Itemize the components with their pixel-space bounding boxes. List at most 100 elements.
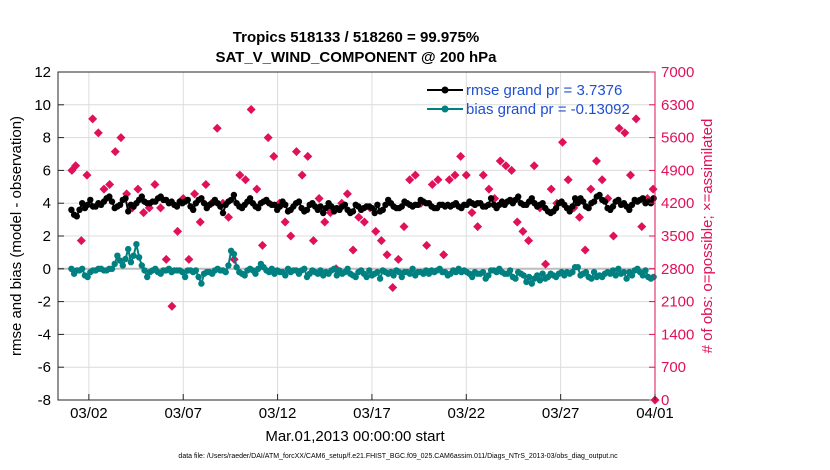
rmse-point xyxy=(68,206,75,213)
rmse-point xyxy=(580,198,587,205)
bias-point xyxy=(179,268,186,276)
obs-count-point xyxy=(297,170,307,180)
bias-point xyxy=(582,268,590,276)
obs-count-point xyxy=(190,189,200,199)
legend-rmse-marker xyxy=(441,86,449,94)
bias-point xyxy=(374,268,381,276)
bias-point xyxy=(333,272,340,279)
obs-count-point xyxy=(116,133,126,143)
obs-count-point xyxy=(512,217,522,227)
rmse-point xyxy=(317,203,324,210)
obs-count-point xyxy=(93,128,103,138)
obs-count-point xyxy=(99,184,109,194)
obs-count-point xyxy=(291,147,301,157)
bias-point xyxy=(609,267,617,274)
rmse-point xyxy=(650,195,657,202)
bias-point xyxy=(252,270,259,277)
obs-count-point xyxy=(195,217,205,227)
obs-count-point xyxy=(320,217,330,227)
right-tick-label: 7000 xyxy=(661,64,694,81)
obs-count-point xyxy=(450,170,460,180)
bias-point xyxy=(135,254,143,261)
obs-count-point xyxy=(161,254,171,264)
obs-count-point xyxy=(88,114,98,124)
rmse-point xyxy=(246,195,254,202)
bias-point xyxy=(222,268,229,276)
obs-count-point xyxy=(348,245,358,255)
x-tick-label: 03/12 xyxy=(259,405,297,422)
bias-point xyxy=(195,273,202,281)
obs-count-point xyxy=(382,250,392,260)
bias-point xyxy=(282,272,289,279)
obs-count-point xyxy=(376,236,386,246)
bias-point xyxy=(620,268,628,276)
rmse-point xyxy=(87,196,94,204)
left-tick-label: 2 xyxy=(43,228,51,245)
bias-point xyxy=(366,267,373,274)
right-tick-label: 6300 xyxy=(661,97,694,114)
bias-point xyxy=(363,273,370,281)
bias-point xyxy=(395,268,403,276)
bias-point xyxy=(398,273,405,281)
obs-count-point xyxy=(224,212,234,222)
rmse-point xyxy=(76,206,83,213)
bias-point xyxy=(317,267,324,274)
rmse-point xyxy=(122,195,129,202)
bias-point xyxy=(230,250,238,258)
legend: rmse grand pr = 3.7376 bias grand pr = -… xyxy=(427,82,630,118)
data-file-footnote: data file: /Users/raeder/DAI/ATM_forcXX/… xyxy=(178,453,618,460)
rmse-point xyxy=(374,201,381,208)
rmse-point xyxy=(485,201,492,208)
bias-point xyxy=(111,260,118,268)
rmse-point xyxy=(108,198,116,205)
obs-count-point xyxy=(314,194,324,204)
bias-point xyxy=(409,265,416,272)
obs-count-point xyxy=(444,175,454,185)
rmse-point xyxy=(125,208,132,215)
obs-count-point xyxy=(263,133,273,143)
bias-point xyxy=(390,272,397,279)
left-tick-label: 12 xyxy=(34,64,51,81)
bias-point xyxy=(539,270,546,277)
bias-point xyxy=(133,241,140,248)
rmse-point xyxy=(398,203,405,210)
obs-count-point xyxy=(359,217,369,227)
rmse-point xyxy=(574,200,581,207)
bias-point xyxy=(590,268,598,276)
rmse-point xyxy=(230,191,238,199)
right-tick-label: 5600 xyxy=(661,130,694,147)
bias-point xyxy=(534,272,541,279)
bias-point xyxy=(615,265,622,272)
x-tick-label: 03/07 xyxy=(164,405,202,422)
bias-point xyxy=(268,265,275,272)
obs-count-point xyxy=(495,156,505,166)
bias-point xyxy=(119,262,127,269)
right-tick-label: 3500 xyxy=(661,228,694,245)
bias-point xyxy=(130,252,137,259)
rmse-point xyxy=(190,206,197,213)
obs-count-point xyxy=(473,222,483,232)
obs-count-point xyxy=(456,151,466,161)
x-tick-label: 03/17 xyxy=(353,405,391,422)
obs-count-point xyxy=(575,212,585,222)
rmse-point xyxy=(138,193,145,200)
bias-point xyxy=(144,273,151,281)
rmse-point xyxy=(116,201,124,208)
obs-count-point xyxy=(405,175,415,185)
rmse-point xyxy=(596,191,603,199)
obs-count-point xyxy=(269,151,279,161)
legend-bias-label: bias grand pr = -0.13092 xyxy=(466,101,630,118)
rmse-point xyxy=(601,198,609,205)
rmse-point xyxy=(219,209,227,217)
bias-point xyxy=(536,277,544,284)
rmse-point xyxy=(198,195,205,202)
bias-point xyxy=(588,275,595,282)
obs-count-point xyxy=(303,151,313,161)
obs-count-point xyxy=(433,175,443,185)
obs-count-point xyxy=(422,240,432,250)
obs-count-point xyxy=(410,170,420,180)
obs-count-point xyxy=(563,175,573,185)
rmse-point xyxy=(282,201,289,208)
chart-title-line1: Tropics 518133 / 518260 = 99.975% xyxy=(233,29,479,46)
obs-count-point xyxy=(212,123,222,133)
